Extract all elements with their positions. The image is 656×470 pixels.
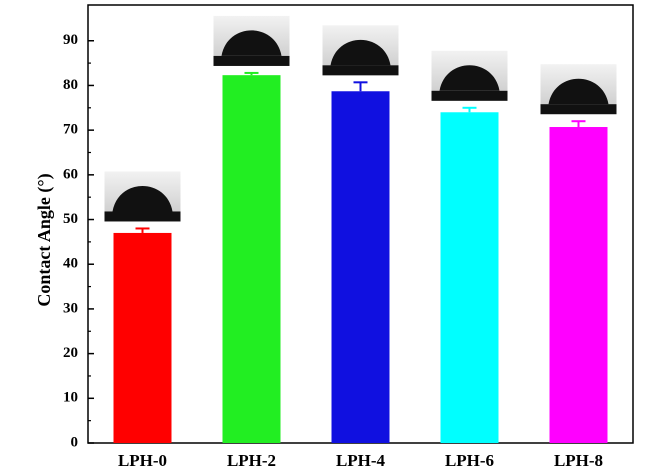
bar [441,112,499,443]
droplet-image [214,16,290,66]
y-tick-label: 10 [63,390,78,406]
droplet-substrate [432,91,508,101]
x-tick-label: LPH-4 [336,451,386,470]
y-tick-label: 90 [63,32,78,48]
x-tick-label: LPH-8 [554,451,603,470]
y-tick-label: 30 [63,300,78,316]
y-axis-label: Contact Angle (°) [34,173,55,306]
x-tick-label: LPH-2 [227,451,276,470]
page: {"chart_data": {"type": "bar", "y_label"… [0,0,656,470]
droplet-image [105,171,181,221]
droplet-substrate [105,211,181,221]
bar [550,127,608,443]
x-tick-label: LPH-6 [445,451,494,470]
x-tick-label: LPH-0 [118,451,167,470]
chart: Contact Angle (°) 0 10 20 30 40 50 60 70 80 90 LPH… [0,0,656,470]
bar [223,75,281,443]
y-tick-label: 60 [63,166,78,182]
y-tick-label: 0 [71,434,79,450]
bar [332,91,390,443]
droplet-image [541,64,617,114]
droplet-substrate [541,104,617,114]
droplet-substrate [323,65,399,75]
y-tick-label: 20 [63,345,78,361]
y-tick-label: 80 [63,77,78,93]
droplet-image [432,51,508,101]
droplet-image [323,25,399,75]
y-tick-label: 40 [63,256,78,272]
droplet-substrate [214,56,290,66]
bar [114,233,172,443]
y-tick-label: 50 [63,211,78,227]
y-tick-label: 70 [63,122,78,138]
